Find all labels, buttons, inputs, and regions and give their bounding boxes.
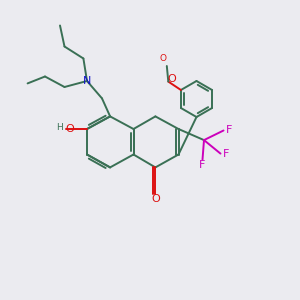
Text: O: O	[160, 54, 167, 63]
Text: F: F	[199, 160, 205, 170]
Text: F: F	[223, 149, 230, 159]
Text: N: N	[83, 76, 91, 86]
Text: F: F	[226, 125, 233, 135]
Text: O: O	[168, 74, 177, 84]
Text: O: O	[151, 194, 160, 204]
Text: H: H	[56, 123, 63, 132]
Text: O: O	[65, 124, 74, 134]
